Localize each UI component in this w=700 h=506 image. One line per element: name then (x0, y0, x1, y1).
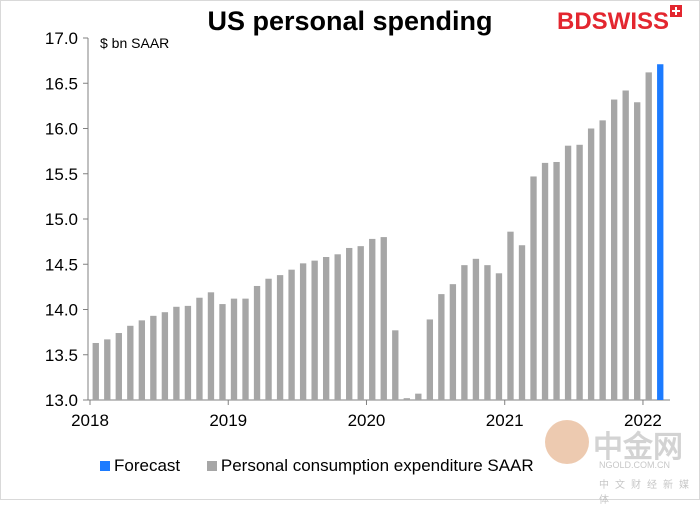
pce-bar (518, 245, 526, 400)
y-tick-label: 16.0 (45, 120, 78, 139)
pce-bar (104, 339, 111, 400)
legend-swatch-pce (206, 461, 217, 471)
pce-bar (184, 305, 192, 400)
pce-bar (495, 273, 503, 400)
pce-bar (530, 176, 537, 400)
pce-bar (461, 265, 468, 400)
pce-bar (541, 162, 549, 400)
pce-bar (645, 72, 652, 400)
pce-bar (449, 284, 457, 400)
pce-bar (127, 325, 134, 400)
pce-bar (622, 90, 629, 401)
pce-bar (196, 297, 203, 400)
y-tick-label: 13.0 (45, 391, 78, 410)
y-tick-label: 14.0 (45, 301, 78, 320)
y-tick-label: 13.5 (45, 346, 78, 365)
pce-bar (230, 298, 238, 400)
unit-label: $ bn SAAR (100, 35, 169, 51)
x-tick-label: 2019 (209, 411, 247, 430)
pce-bar (311, 260, 318, 400)
pce-bar (392, 330, 399, 400)
pce-bar (219, 304, 226, 400)
x-tick-label: 2021 (486, 411, 524, 430)
pce-bar (253, 285, 261, 400)
chart-bars (92, 64, 664, 401)
pce-bar (276, 275, 284, 400)
pce-bar (288, 269, 295, 400)
watermark: 中金网 NGOLD.COM.CN 中文财经新媒体 (545, 420, 695, 506)
pce-bar (242, 298, 249, 400)
pce-bar (115, 333, 122, 400)
pce-bar (161, 312, 169, 400)
legend-item-forecast: Forecast (100, 456, 180, 476)
pce-bar (92, 342, 99, 400)
pce-bar (369, 238, 376, 400)
pce-bar (484, 265, 491, 400)
pce-bar (610, 99, 618, 400)
pce-bar (587, 128, 595, 400)
watermark-tagline: 中文财经新媒体 (599, 480, 695, 506)
pce-bar (599, 120, 606, 401)
y-tick-label: 16.5 (45, 74, 78, 93)
pce-bar (150, 315, 157, 400)
pce-bar (507, 231, 514, 400)
x-tick-label: 2020 (348, 411, 386, 430)
pce-bar (564, 145, 572, 400)
chart-title: US personal spending (207, 6, 493, 36)
pce-bar (346, 247, 353, 400)
y-tick-label: 17.0 (45, 29, 78, 48)
pce-bar (553, 161, 560, 400)
pce-bar (403, 398, 410, 400)
logo-swiss-text: SWISS (591, 8, 669, 35)
y-tick-label: 14.5 (45, 255, 78, 274)
forecast-bar (657, 64, 664, 401)
pce-bar (173, 306, 180, 400)
x-tick-label: 2018 (71, 411, 109, 430)
pce-bar (415, 393, 422, 400)
pce-bar (207, 292, 215, 400)
x-tick-label: 2022 (624, 411, 662, 430)
pce-bar (265, 278, 272, 400)
pce-bar (576, 144, 583, 400)
legend-label-pce: Personal consumption expenditure SAAR (220, 456, 534, 475)
pce-bar (472, 258, 480, 400)
watermark-name: 中金网 (593, 430, 683, 465)
pce-bar (357, 246, 364, 400)
watermark-site: NGOLD.COM.CN (599, 460, 671, 470)
logo-bd-text: BD (556, 8, 592, 35)
y-tick-label: 15.5 (45, 165, 78, 184)
pce-bar (299, 263, 307, 400)
bdswiss-logo: BDSWISS (556, 5, 682, 36)
legend-label-forecast: Forecast (114, 456, 181, 475)
pce-bar (334, 254, 341, 400)
pce-bar (634, 102, 641, 400)
watermark-logo-icon (545, 420, 589, 464)
pce-bar (138, 320, 146, 400)
swiss-cross-icon (670, 5, 682, 17)
pce-bar (322, 257, 330, 400)
pce-bar (426, 319, 434, 400)
legend-item-pce: Personal consumption expenditure SAAR (206, 456, 534, 476)
chart-legend: Forecast Personal consumption expenditur… (100, 456, 556, 476)
pce-bar (438, 294, 445, 400)
pce-bar (380, 237, 387, 400)
legend-swatch-forecast (100, 461, 110, 471)
y-tick-label: 15.0 (45, 210, 78, 229)
